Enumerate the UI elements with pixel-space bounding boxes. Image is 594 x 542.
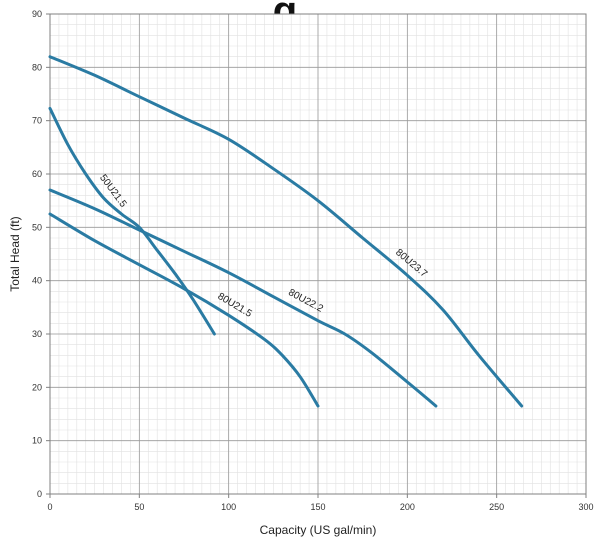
x-axis-label: Capacity (US gal/min) (260, 523, 377, 537)
y-tick-label: 20 (32, 382, 42, 392)
x-tick-label: 300 (578, 502, 593, 512)
series-line-80u21.5 (48, 212, 320, 408)
x-tick-label: 0 (47, 502, 52, 512)
y-tick-label: 50 (32, 222, 42, 232)
y-tick-label: 30 (32, 329, 42, 339)
y-axis-label: Total Head (ft) (8, 216, 22, 291)
y-tick-label: 80 (32, 62, 42, 72)
x-tick-labels: 0 50 100 150 200 250 300 (47, 502, 593, 512)
y-tick-label: 60 (32, 169, 42, 179)
y-tick-labels: 0 10 20 30 40 50 60 70 80 90 (32, 9, 42, 499)
series-layer (48, 55, 524, 408)
y-tick-label: 90 (32, 9, 42, 19)
series-line-80u22.2 (48, 188, 438, 408)
series-line-50u21.5 (48, 106, 216, 336)
x-tick-label: 200 (400, 502, 415, 512)
x-tick-label: 150 (310, 502, 325, 512)
y-tick-label: 10 (32, 436, 42, 446)
x-tick-label: 100 (221, 502, 236, 512)
y-tick-label: 0 (37, 489, 42, 499)
y-tick-label: 40 (32, 276, 42, 286)
x-tick-label: 50 (134, 502, 144, 512)
series-line-80u23.7 (48, 55, 524, 408)
plot-frame (49, 13, 587, 495)
y-tick-label: 70 (32, 116, 42, 126)
major-grid (46, 13, 587, 498)
x-tick-label: 250 (489, 502, 504, 512)
